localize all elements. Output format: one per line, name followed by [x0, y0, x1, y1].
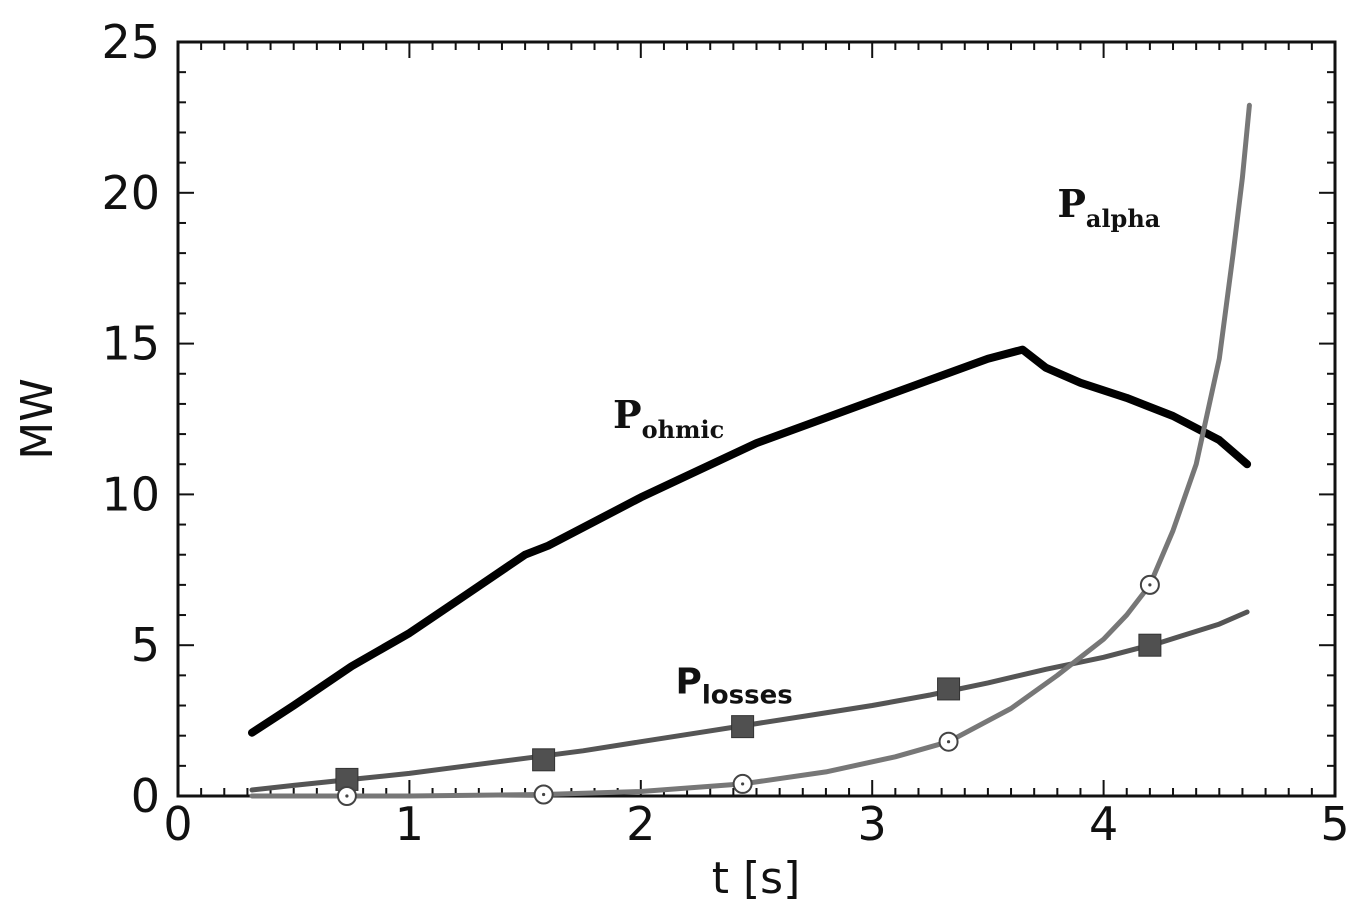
y-tick-label: 10 — [101, 467, 160, 521]
y-axis-title: MW — [12, 378, 63, 459]
y-tick-label: 25 — [101, 15, 160, 69]
y-tick-label: 15 — [101, 317, 160, 371]
x-tick-label: 3 — [858, 797, 887, 851]
label-p-losses: Plosses — [676, 661, 793, 710]
series-line-p-ohmic — [248, 345, 1252, 737]
x-axis-title: t [s] — [712, 853, 801, 903]
series-line-p-alpha — [249, 102, 1252, 799]
y-tick-label: 20 — [101, 166, 160, 220]
marker-dot — [946, 740, 951, 744]
marker-square — [731, 715, 755, 739]
series-lines — [248, 102, 1252, 799]
marker-dot — [542, 792, 546, 797]
y-tick-label: 5 — [131, 618, 160, 672]
x-tick-label: 2 — [626, 797, 655, 851]
x-tick-label: 5 — [1320, 797, 1349, 851]
x-tick-label: 4 — [1089, 797, 1118, 851]
y-tick-label: 0 — [131, 769, 160, 823]
axis-ticks — [177, 41, 1336, 797]
marker-square — [937, 677, 961, 701]
marker-dot — [1148, 583, 1152, 587]
marker-dot — [345, 794, 349, 798]
series-annotations: Pohmic Plosses Palpha — [613, 181, 1160, 711]
tick-labels: 0 1 2 3 4 5 0 5 10 15 20 25 — [101, 15, 1349, 851]
label-p-alpha: Palpha — [1057, 181, 1160, 233]
series-line-p-losses — [249, 609, 1250, 793]
series-markers — [335, 574, 1162, 806]
label-p-ohmic: Pohmic — [613, 392, 724, 444]
marker-dot — [741, 782, 745, 786]
marker-square — [532, 748, 556, 772]
x-tick-label: 0 — [163, 797, 192, 851]
x-tick-label: 1 — [395, 797, 424, 851]
marker-square — [1138, 633, 1162, 657]
